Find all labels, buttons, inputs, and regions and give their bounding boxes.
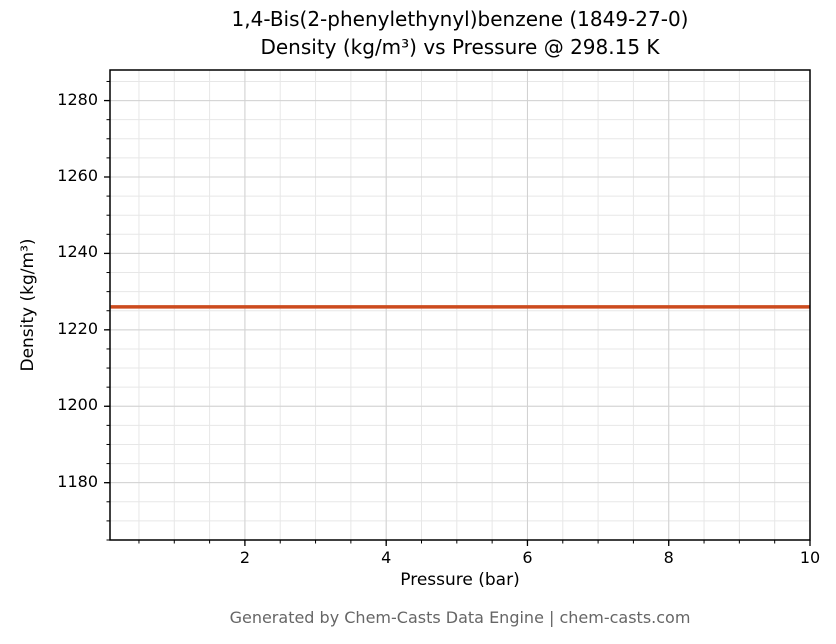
chart-title: 1,4-Bis(2-phenylethynyl)benzene (1849-27… xyxy=(231,7,689,31)
y-tick-label: 1280 xyxy=(57,89,98,109)
x-axis-label: Pressure (bar) xyxy=(400,570,520,590)
x-tick-label: 6 xyxy=(522,548,533,567)
chart-title-block: 1,4-Bis(2-phenylethynyl)benzene (1849-27… xyxy=(70,6,836,61)
x-tick-label: 4 xyxy=(381,548,392,567)
y-tick-label: 1220 xyxy=(57,318,98,338)
y-tick-label: 1200 xyxy=(57,395,98,415)
x-tick-label: 10 xyxy=(799,548,821,567)
axes-border xyxy=(109,69,811,541)
y-tick-label: 1260 xyxy=(57,165,98,185)
y-tick-label: 1180 xyxy=(57,471,98,491)
footer-credit: Generated by Chem-Casts Data Engine | ch… xyxy=(229,608,691,627)
y-tick-label: 1240 xyxy=(57,242,98,262)
chart-subtitle: Density (kg/m³) vs Pressure @ 298.15 K xyxy=(260,34,660,59)
x-tick-label: 2 xyxy=(239,548,250,567)
x-tick-label: 8 xyxy=(663,548,674,567)
